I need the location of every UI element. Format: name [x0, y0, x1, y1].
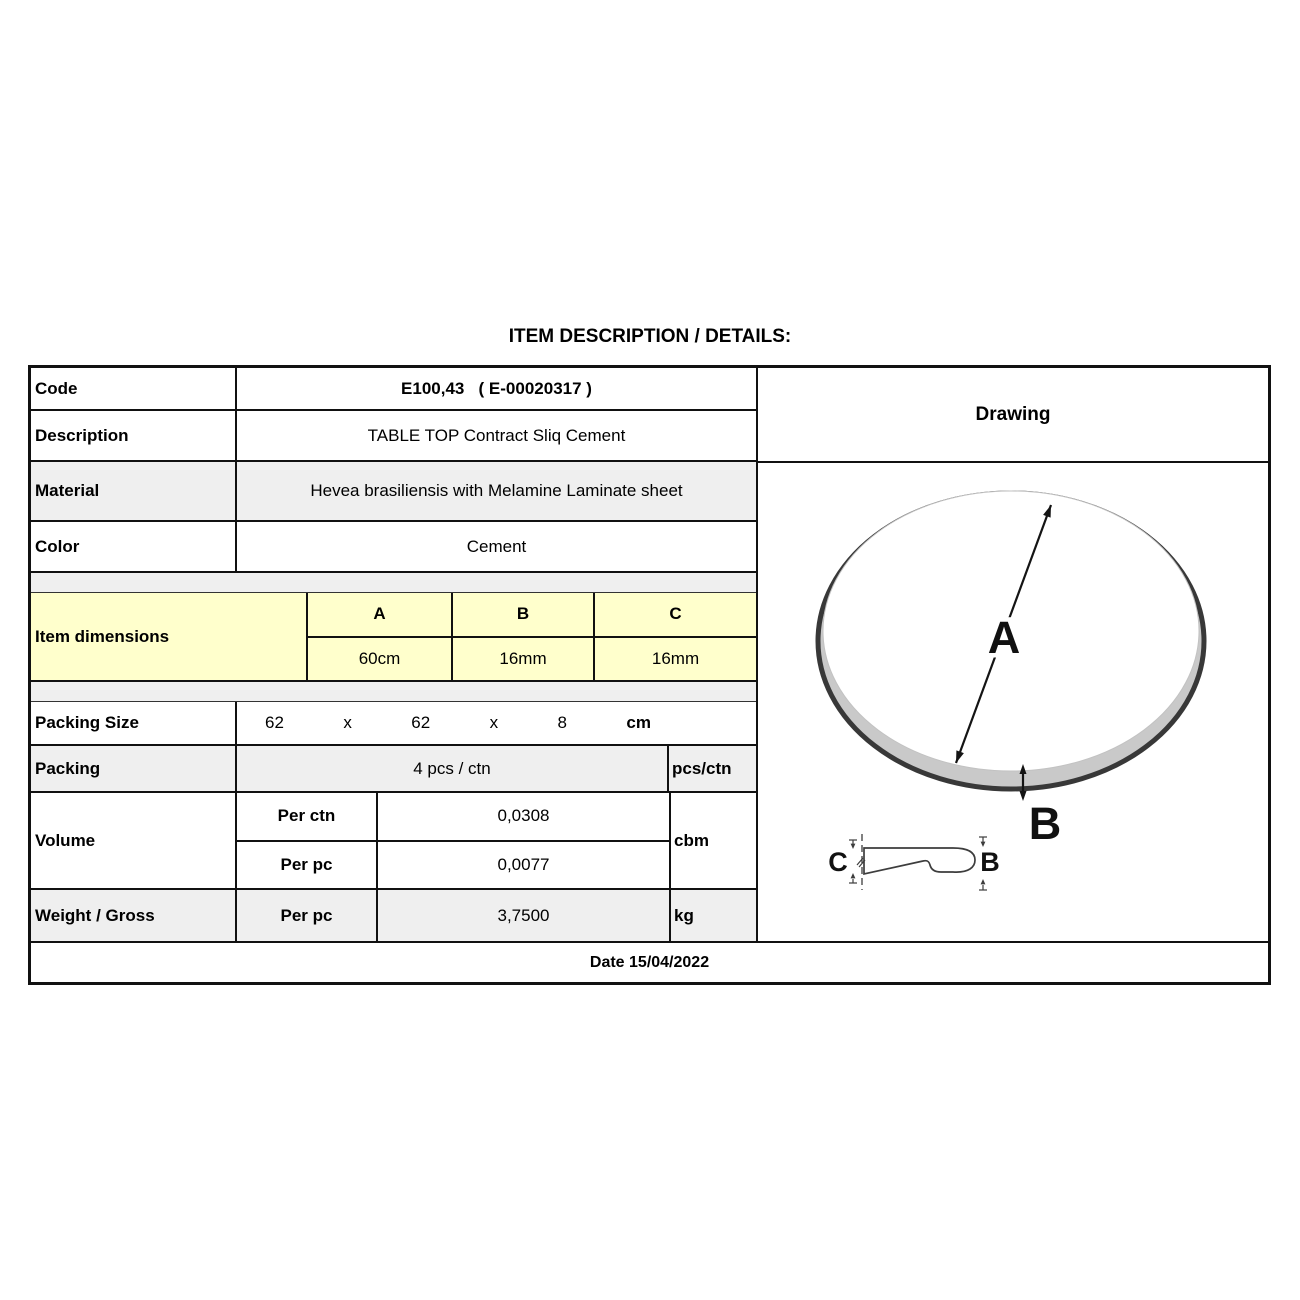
row-packing-size: Packing Size 62 x 62 x 8 cm [31, 702, 756, 746]
dimension-col-b: B [453, 593, 595, 636]
tabletop-surface-ellipse [822, 490, 1200, 772]
section-center-label: C [828, 847, 848, 877]
volume-per-pc-label: Per pc [237, 841, 378, 888]
item-dimensions-label: Item dimensions [31, 593, 308, 680]
drawing-panel: Drawing A [758, 368, 1268, 941]
section-edge-label: B [980, 847, 1000, 877]
thickness-arrow [1019, 764, 1027, 801]
row-code: Code E100,43 ( E-00020317 ) [31, 368, 756, 411]
volume-label: Volume [31, 793, 237, 888]
packing-unit: pcs/ctn [667, 746, 756, 791]
dimension-value-b: 16mm [453, 637, 595, 680]
row-item-dimensions: Item dimensions A B C 60cm 16mm 16mm [31, 593, 756, 682]
spec-table: Code E100,43 ( E-00020317 ) Description … [28, 365, 1271, 985]
dimension-header-row: A B C [308, 593, 756, 638]
table-main: Code E100,43 ( E-00020317 ) Description … [31, 368, 1268, 943]
volume-unit: cbm [669, 793, 756, 888]
spacer-row [31, 573, 756, 593]
packing-value: 4 pcs / ctn [413, 758, 491, 778]
row-material: Material Hevea brasiliensis with Melamin… [31, 462, 756, 522]
thickness-label: B [1029, 798, 1062, 849]
dimension-value-a: 60cm [308, 637, 453, 680]
date-row: Date 15/04/2022 [589, 953, 710, 971]
dimension-col-c: C [595, 593, 756, 636]
dimension-col-a: A [308, 593, 453, 636]
color-label: Color [31, 522, 237, 571]
tabletop-drawing: A B [815, 490, 1207, 891]
description-value: TABLE TOP Contract Sliq Cement [367, 425, 626, 445]
packing-size-label: Packing Size [31, 702, 237, 744]
color-value: Cement [466, 536, 527, 556]
packing-size-unit: cm [626, 713, 651, 732]
packing-label: Packing [31, 746, 237, 791]
spec-grid: Code E100,43 ( E-00020317 ) Description … [31, 368, 758, 941]
description-label: Description [31, 411, 237, 460]
code-label: Code [31, 368, 237, 409]
row-description: Description TABLE TOP Contract Sliq Ceme… [31, 411, 756, 462]
row-volume: Volume Per ctn 0,0308 Per pc 0,0077 cbm [31, 793, 756, 890]
row-weight: Weight / Gross Per pc 3,7500 kg [31, 890, 756, 941]
code-value: E100,43 ( E-00020317 ) [401, 378, 592, 398]
volume-per-pc-row: Per pc 0,0077 [237, 841, 669, 888]
material-label: Material [31, 462, 237, 520]
row-packing: Packing 4 pcs / ctn pcs/ctn [31, 746, 756, 793]
weight-label: Weight / Gross [31, 890, 237, 941]
material-value: Hevea brasiliensis with Melamine Laminat… [310, 481, 683, 500]
packing-size-values: 62 x 62 x 8 cm [237, 702, 756, 744]
packing-size-times: x [489, 713, 499, 732]
spacer-row [31, 682, 756, 702]
dimension-value-c: 16mm [595, 637, 756, 680]
packing-size-width: 62 [265, 713, 284, 732]
packing-size-depth: 62 [411, 713, 431, 732]
weight-per-pc-label: Per pc [237, 890, 378, 941]
volume-grid: Per ctn 0,0308 Per pc 0,0077 [237, 793, 669, 888]
packing-size-height: 8 [557, 713, 567, 732]
page-title: ITEM DESCRIPTION / DETAILS: [508, 326, 792, 347]
row-color: Color Cement [31, 522, 756, 573]
weight-value: 3,7500 [497, 905, 550, 925]
weight-unit: kg [669, 890, 756, 941]
volume-per-ctn-row: Per ctn 0,0308 [237, 793, 669, 842]
volume-per-ctn-value: 0,0308 [497, 806, 550, 826]
item-dimensions-grid: A B C 60cm 16mm 16mm [308, 593, 756, 680]
volume-per-ctn-label: Per ctn [237, 793, 378, 840]
diameter-label: A [988, 612, 1021, 663]
drawing-body: A B [758, 463, 1268, 941]
packing-size-times: x [343, 713, 352, 732]
drawing-header: Drawing [758, 368, 1268, 463]
dimension-value-row: 60cm 16mm 16mm [308, 637, 756, 680]
volume-per-pc-value: 0,0077 [497, 854, 550, 874]
edge-profile-section [849, 834, 987, 891]
diameter-arrow [954, 504, 1053, 764]
